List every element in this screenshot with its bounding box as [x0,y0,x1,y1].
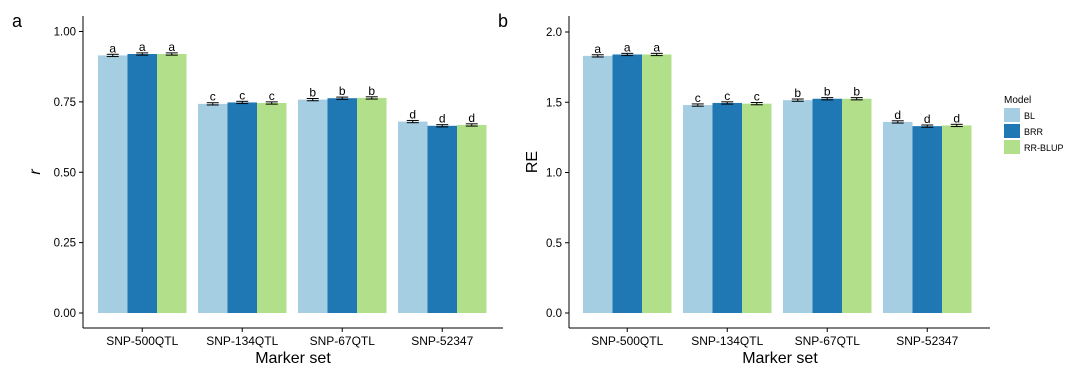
panel-b-bar [642,54,672,313]
legend-label-rr-blup: RR-BLUP [1024,143,1064,153]
panel-b-bar [912,126,942,313]
panel-b-significance-letter: a [624,40,631,54]
panel-b-x-tick-label: SNP-52347 [896,334,958,348]
legend: Model BL BRR RR-BLUP [1004,95,1064,154]
panel-a-significance-letter: a [139,40,146,54]
panel-b-label: b [498,11,508,31]
panel-a-significance-letter: c [239,88,245,102]
panel-b-bar [942,125,972,314]
panel-b-bar [683,105,713,313]
panel-a-bar [98,55,128,314]
panel-a-bar [127,54,157,314]
panel-b-significance-letter: a [594,42,601,56]
panel-a-significance-letter: c [210,90,216,104]
panel-b-y-tick-label: 0.5 [546,238,562,250]
panel-a-plot: 0.00 0.25 0.50 0.75 1.00 a a a SNP-500QTL c c c SNP-… [54,16,503,348]
panel-a-x-tick-label: SNP-52347 [411,334,473,348]
panel-b-significance-letter: c [724,89,730,103]
panel-b-bar [783,100,813,313]
panel-a-bar [227,102,257,313]
panel-b-y-tick-label: 2.0 [546,27,562,39]
panel-a-significance-letter: a [168,40,175,54]
panel-a-x-axis-title: Marker set [255,350,331,367]
panel-a-bar [357,97,387,314]
legend-label-bl: BL [1024,111,1035,121]
panel-a-significance-letter: b [368,84,375,98]
panel-a-x-tick-label: SNP-67QTL [310,334,376,348]
panel-b-significance-letter: b [824,85,831,99]
panel-a-bar [157,54,187,314]
panel-a-bar [457,124,487,313]
panel-a-x-tick-label: SNP-134QTL [206,334,278,348]
panel-b-significance-letter: c [754,90,760,104]
panel-b-y-axis-title: RE [524,151,541,173]
panel-b-y-tick-label: 1.0 [546,168,562,180]
panel-b-plot: 0.0 0.5 1.0 1.5 2.0 a a a SNP-500QTL c c c SNP-134QT… [546,16,990,348]
legend-label-brr: BRR [1024,127,1044,137]
panel-a-significance-letter: c [269,89,275,103]
panel-a-bar [427,125,457,314]
panel-a-bar [198,103,228,314]
panel-a-bar [257,103,287,313]
panel-b-bar [842,98,872,313]
legend-swatch-brr [1004,124,1020,138]
panel-b-significance-letter: d [953,111,960,125]
panel-b-bar [712,102,742,313]
panel-b-bar [583,55,613,313]
panel-a-significance-letter: d [468,111,475,125]
panel-b-x-tick-label: SNP-134QTL [691,334,763,348]
panel-a-significance-letter: b [309,85,316,99]
panel-b-bar [612,54,642,313]
panel-b-significance-letter: d [894,108,901,122]
panel-a-bar [398,121,428,313]
panel-a-bar [327,98,357,313]
panel-b-y-tick-label: 1.5 [546,97,562,109]
panel-b-bar [812,98,842,313]
legend-swatch-rr-blup [1004,140,1020,154]
panel-a-y-tick-label: 0.75 [54,97,76,109]
panel-b-bar [883,121,913,313]
panel-b-significance-letter: b [853,85,860,99]
panel-a-significance-letter: a [109,41,116,55]
panel-b-significance-letter: d [924,112,931,126]
panel-b-x-tick-label: SNP-67QTL [795,334,861,348]
panel-b-bar [742,103,772,313]
panel-b-y-tick-label: 0.0 [546,308,562,320]
panel-a-x-tick-label: SNP-500QTL [106,334,178,348]
panel-a-bar [298,99,328,313]
panel-a-y-axis-title: r [27,169,44,175]
panel-b-x-axis-title: Marker set [742,350,818,367]
panel-b-significance-letter: a [653,40,660,54]
panel-a-significance-letter: d [439,112,446,126]
panel-a-label: a [12,11,23,31]
panel-a-significance-letter: d [409,107,416,121]
panel-a-y-tick-label: 0.00 [54,308,76,320]
panel-b-x-tick-label: SNP-500QTL [591,334,663,348]
panel-a-y-tick-label: 1.00 [54,27,76,39]
panel-b-significance-letter: b [794,86,801,100]
legend-title: Model [1004,95,1031,106]
panel-a-significance-letter: b [339,84,346,98]
legend-swatch-bl [1004,108,1020,122]
panel-a-y-tick-label: 0.50 [54,167,76,179]
panel-a-y-tick-label: 0.25 [54,238,76,250]
panel-b-significance-letter: c [695,91,701,105]
